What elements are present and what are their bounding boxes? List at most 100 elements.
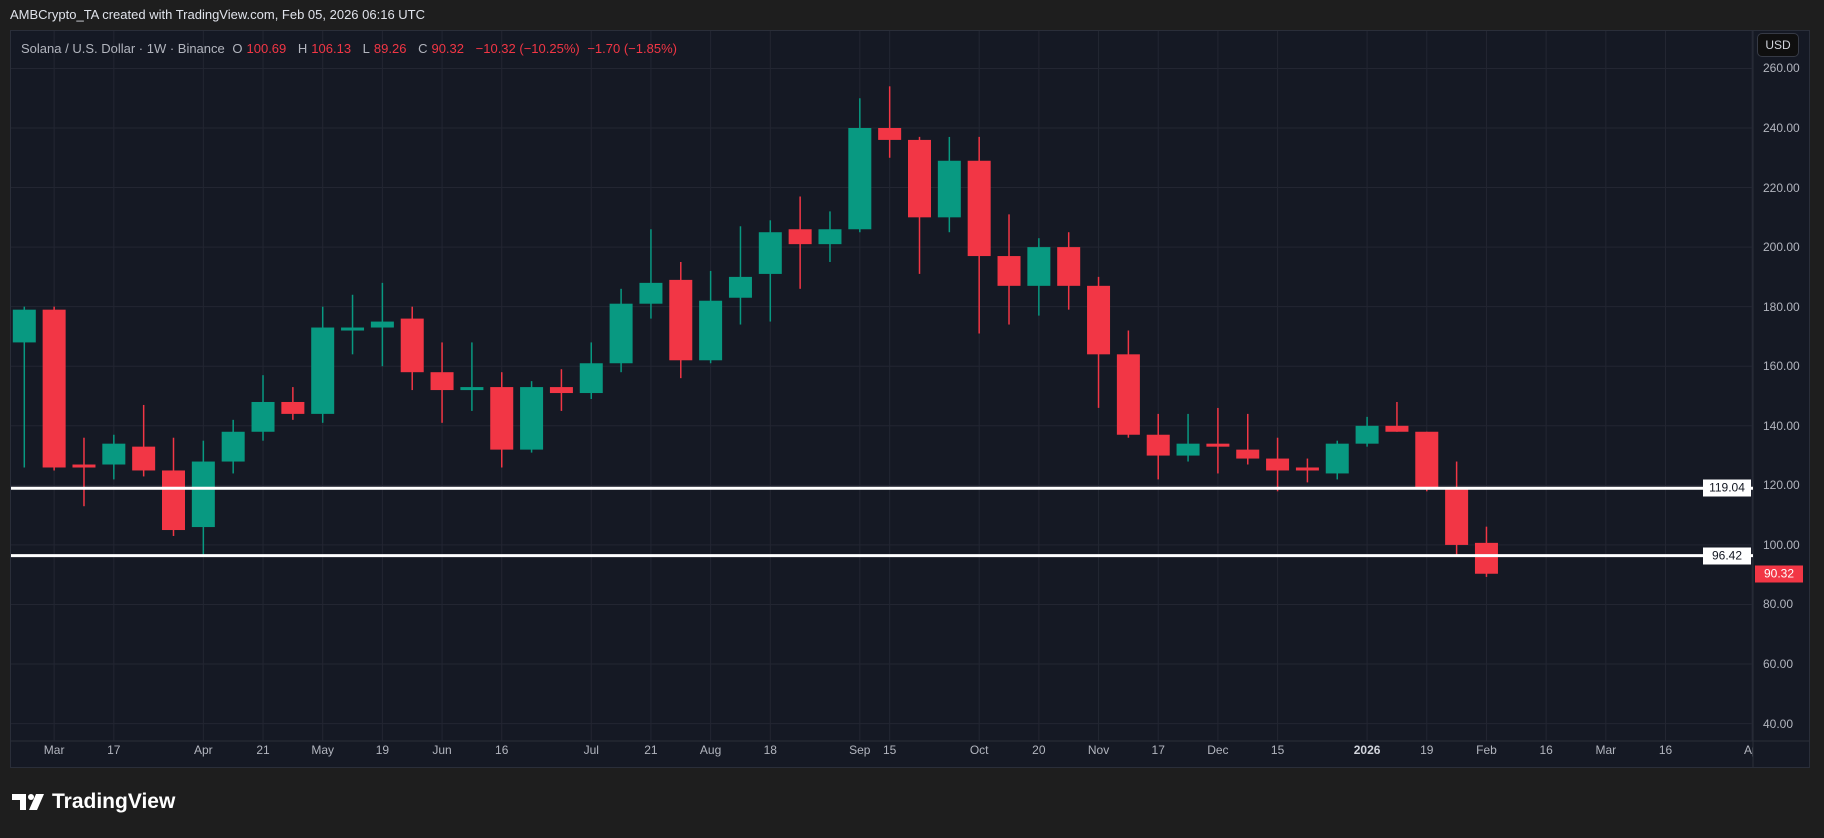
close-value: C 90.32 — [418, 41, 465, 56]
candle-body-up — [311, 327, 335, 414]
price-tick-label: 160.00 — [1763, 359, 1800, 374]
time-tick-label: Mar — [43, 743, 65, 757]
candlestick-chart[interactable] — [11, 31, 1810, 768]
candle-body-down — [1474, 542, 1498, 574]
time-tick-label: 20 — [1032, 743, 1046, 757]
candle-body-up — [191, 461, 215, 528]
candle-body-up — [639, 282, 663, 304]
candle-body-down — [1236, 449, 1260, 459]
candle-body-up — [520, 387, 544, 450]
candle-body-up — [699, 300, 723, 361]
time-tick-label: 15 — [882, 743, 897, 757]
open-value: O 100.69 — [232, 41, 287, 56]
time-tick-label: 16 — [495, 743, 509, 757]
price-tick-label: 40.00 — [1763, 716, 1794, 731]
candle-body-down — [1445, 488, 1469, 545]
time-tick-label: Mar — [1595, 743, 1617, 757]
candle-body-down — [1057, 247, 1081, 286]
price-tick-label: 120.00 — [1763, 478, 1800, 493]
time-tick-label: 15 — [1270, 743, 1285, 757]
candle-body-down — [162, 470, 185, 531]
candle-body-up — [12, 309, 36, 343]
candle-body-down — [1146, 434, 1170, 456]
time-tick-label: Jul — [583, 743, 599, 757]
candle-body-down — [549, 387, 573, 394]
time-tick-label: 21 — [256, 743, 270, 757]
candle-body-up — [818, 229, 842, 245]
time-tick-label: Nov — [1087, 743, 1110, 757]
candle-body-down — [1116, 354, 1140, 435]
candle-body-up — [1355, 425, 1379, 444]
time-tick-label: Dec — [1207, 743, 1229, 757]
candle-body-down — [72, 464, 96, 468]
change-value: −10.32 (−10.25%) — [475, 41, 580, 56]
candle-body-down — [878, 128, 902, 140]
candle-body-up — [937, 160, 961, 218]
candle-body-down — [1206, 443, 1230, 447]
time-tick-label: Jun — [432, 743, 452, 757]
time-tick-label: Aug — [699, 743, 722, 757]
time-tick-label: Oct — [969, 743, 989, 757]
candle-body-down — [1295, 467, 1319, 471]
candle-body-down — [1087, 285, 1111, 355]
candle-body-up — [848, 128, 872, 230]
price-tick-label: 100.00 — [1763, 537, 1800, 552]
last-price-label: 90.32 — [1755, 565, 1803, 583]
time-tick-label: 18 — [763, 743, 777, 757]
candle-body-down — [132, 446, 156, 471]
candle-body-down — [669, 279, 693, 361]
time-tick-label: Sep — [849, 743, 871, 757]
candle-body-down — [908, 139, 931, 218]
candle-body-up — [221, 431, 245, 462]
candle-body-up — [758, 232, 782, 274]
currency-button[interactable]: USD — [1757, 33, 1799, 57]
chart-credit: AMBCrypto_TA created with TradingView.co… — [10, 7, 426, 22]
high-value: H 106.13 — [297, 41, 352, 56]
time-tick-label: 19 — [1420, 743, 1434, 757]
ohlc-legend: Solana / U.S. Dollar · 1W · Binance O 100… — [21, 41, 681, 56]
candle-body-down — [281, 401, 305, 414]
price-tick-label: 220.00 — [1763, 180, 1800, 195]
time-tick-label: Ap — [1744, 743, 1753, 757]
change-value-secondary: −1.70 (−1.85%) — [587, 41, 677, 56]
candle-body-down — [967, 160, 991, 257]
candle-body-up — [1176, 443, 1200, 456]
candle-body-up — [341, 327, 365, 331]
candle-body-up — [609, 303, 633, 364]
chart-panel[interactable]: Solana / U.S. Dollar · 1W · Binance O 100… — [10, 30, 1810, 768]
candle-body-up — [460, 387, 484, 391]
price-tick-label: 200.00 — [1763, 240, 1800, 255]
time-tick-label: 17 — [1151, 743, 1165, 757]
candle-body-down — [1385, 425, 1409, 432]
time-tick-label: 17 — [107, 743, 121, 757]
candle-body-down — [1266, 458, 1290, 471]
price-tick-label: 240.00 — [1763, 121, 1800, 135]
candle-body-up — [251, 401, 275, 432]
price-tick-label: 60.00 — [1763, 657, 1794, 672]
time-tick-label: Apr — [193, 743, 213, 757]
logo-text: TradingView — [52, 790, 176, 813]
candle-body-down — [1415, 431, 1439, 489]
candle-body-down — [430, 372, 454, 391]
candle-body-up — [1325, 443, 1349, 474]
candle-body-down — [997, 256, 1021, 286]
candle-body-up — [728, 276, 752, 298]
level-price-label: 119.04 — [1703, 479, 1751, 497]
candle-body-down — [490, 387, 514, 450]
candle-body-down — [400, 318, 424, 373]
candle-body-down — [788, 229, 812, 245]
level-price-label: 96.42 — [1703, 547, 1751, 565]
tradingview-logo: TradingView — [12, 790, 175, 814]
time-tick-label: 21 — [644, 743, 658, 757]
tradingview-logo-icon — [12, 794, 44, 810]
time-tick-label: 19 — [375, 743, 390, 757]
symbol-label[interactable]: Solana / U.S. Dollar · 1W · Binance — [21, 41, 225, 56]
time-tick-label: May — [311, 743, 335, 757]
candle-body-down — [42, 309, 66, 468]
time-tick-label: 16 — [1539, 743, 1553, 757]
candle-body-up — [102, 443, 126, 465]
time-tick-label: 2026 — [1353, 743, 1381, 757]
price-tick-label: 140.00 — [1763, 418, 1800, 433]
price-tick-label: 80.00 — [1763, 597, 1794, 612]
candle-body-up — [1027, 247, 1051, 286]
